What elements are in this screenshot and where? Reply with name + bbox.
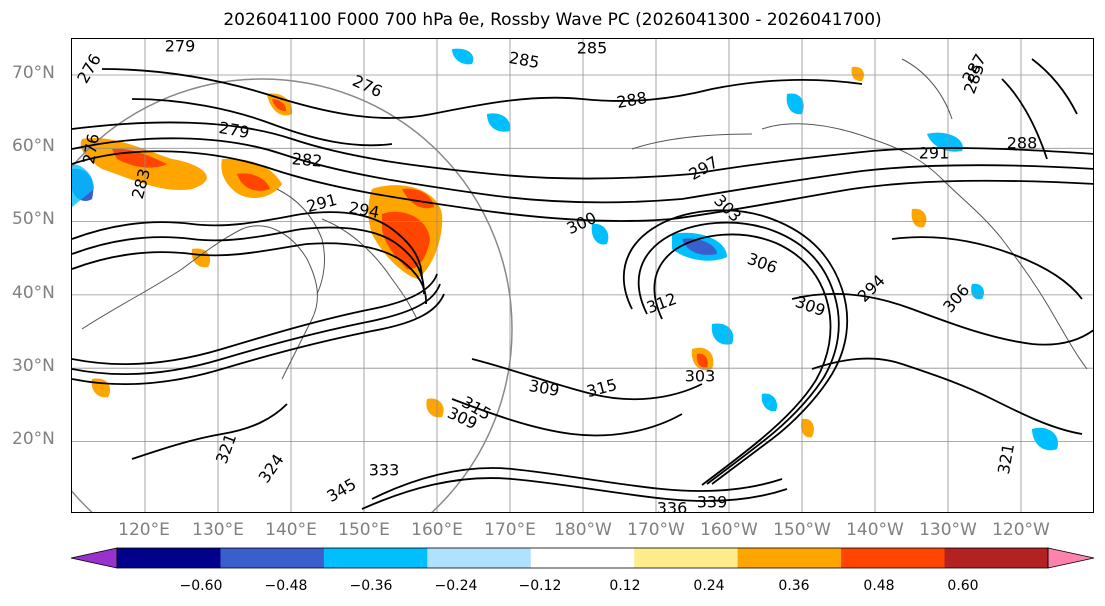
lon-label-160w: 160°W <box>700 520 758 540</box>
lat-label-30n: 30°N <box>12 356 55 376</box>
colorbar-segment <box>427 548 532 568</box>
contour-label: 288 <box>615 88 648 112</box>
lon-label-140w: 140°W <box>846 520 904 540</box>
colorbar-extend-min <box>70 547 118 569</box>
map-title: 2026041100 F000 700 hPa θe, Rossby Wave … <box>223 10 882 30</box>
colorbar-tick: 0.36 <box>778 578 810 594</box>
coastlines <box>81 58 1088 380</box>
contour-label: 321 <box>212 431 240 466</box>
contour-label: 303 <box>685 367 716 386</box>
lon-label-170e: 170°E <box>484 520 536 540</box>
colorbar-segment <box>634 548 739 568</box>
lon-label-120w: 120°W <box>992 520 1050 540</box>
lon-label-170w: 170°W <box>627 520 685 540</box>
colorbar-segment <box>737 548 842 568</box>
contour-label: 282 <box>291 149 323 171</box>
contour-label: 309 <box>527 376 560 400</box>
map-panel: 279 276 285 285 276 288 279 282 276 283 291 294 297 3… <box>71 38 1094 513</box>
contour-label: 279 <box>217 118 250 142</box>
lon-label-130w: 130°W <box>919 520 977 540</box>
colorbar-tick: −0.12 <box>518 578 562 594</box>
colorbar-outline <box>116 547 1049 569</box>
colorbar-segment <box>841 548 946 568</box>
theta-e-contours <box>72 58 1093 510</box>
colorbar-tick: −0.24 <box>434 578 478 594</box>
contour-label: 279 <box>165 39 196 56</box>
colorbar-tick: 0.24 <box>693 578 725 594</box>
contour-label: 309 <box>793 292 828 320</box>
contour-label: 285 <box>507 48 540 72</box>
colorbar-tick: −0.48 <box>264 578 308 594</box>
region-circle <box>72 78 513 512</box>
colorbar-tick: 0.48 <box>863 578 895 594</box>
lat-label-20n: 20°N <box>12 429 55 449</box>
lon-label-180w: 180°W <box>554 520 612 540</box>
contour-label: 336 <box>657 499 688 514</box>
colorbar-segment <box>117 548 221 568</box>
contour-label: 333 <box>369 461 400 480</box>
lon-label-160e: 160°E <box>411 520 463 540</box>
lat-label-40n: 40°N <box>12 283 55 303</box>
lon-label-150e: 150°E <box>338 520 390 540</box>
colorbar-extend-max <box>1047 547 1095 569</box>
contour-label: 288 <box>1007 134 1038 153</box>
contour-label: 303 <box>710 191 745 226</box>
contour-label: 276 <box>73 51 105 87</box>
contour-label: 324 <box>255 450 288 486</box>
contour-label: 345 <box>324 474 360 506</box>
contour-label: 339 <box>697 493 728 512</box>
contour-label: 306 <box>939 281 973 317</box>
colorbar-segments <box>70 547 1095 569</box>
colorbar-tick: 0.12 <box>609 578 641 594</box>
colorbar-segment <box>220 548 325 568</box>
contour-label: 294 <box>347 198 380 222</box>
colorbar-segment <box>323 548 428 568</box>
colorbar-tick: −0.60 <box>179 578 223 594</box>
lat-label-50n: 50°N <box>12 209 55 229</box>
contour-label: 306 <box>745 249 780 277</box>
contour-label: 312 <box>644 289 679 317</box>
colorbar <box>70 547 1095 569</box>
lon-label-150w: 150°W <box>773 520 831 540</box>
colorbar-tick: 0.60 <box>947 578 979 594</box>
lat-label-70n: 70°N <box>12 63 55 83</box>
contour-label: 321 <box>994 442 1018 475</box>
lon-label-130e: 130°E <box>192 520 244 540</box>
contour-label: 297 <box>686 152 722 184</box>
colorbar-segment <box>944 548 1049 568</box>
colorbar-segment <box>530 548 635 568</box>
lon-label-140e: 140°E <box>265 520 317 540</box>
lat-label-60n: 60°N <box>12 136 55 156</box>
lon-label-120e: 120°E <box>118 520 170 540</box>
contour-label: 291 <box>919 144 950 163</box>
anomaly-shading <box>72 48 1058 451</box>
colorbar-tick: −0.36 <box>349 578 393 594</box>
contour-label: 285 <box>577 39 608 58</box>
